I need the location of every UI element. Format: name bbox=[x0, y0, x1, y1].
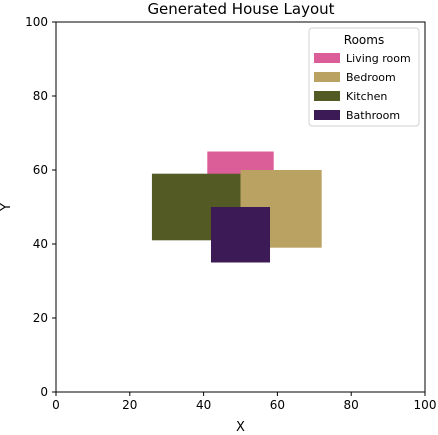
legend-entries: Living room Bedroom Kitchen Bathroom bbox=[314, 52, 411, 122]
legend-label-bedroom: Bedroom bbox=[346, 71, 396, 84]
rooms-layer bbox=[151, 151, 322, 263]
legend-label-bathroom: Bathroom bbox=[346, 109, 400, 122]
legend-title: Rooms bbox=[344, 33, 384, 47]
legend-swatch-bathroom bbox=[314, 110, 340, 120]
x-tick-label: 0 bbox=[52, 398, 60, 412]
y-tick-label: 80 bbox=[33, 89, 48, 103]
legend-swatch-living-room bbox=[314, 53, 340, 63]
legend-swatch-kitchen bbox=[314, 91, 340, 101]
y-tick-label: 0 bbox=[40, 385, 48, 399]
legend-label-living-room: Living room bbox=[346, 52, 411, 65]
legend-frame bbox=[308, 27, 420, 127]
x-tick-label: 60 bbox=[270, 398, 285, 412]
y-axis-label: Y bbox=[0, 203, 14, 212]
room-bathroom bbox=[210, 207, 271, 263]
y-tick-label: 100 bbox=[25, 15, 48, 29]
x-tick-label: 40 bbox=[196, 398, 211, 412]
x-tick-label: 100 bbox=[414, 398, 437, 412]
legend-label-kitchen: Kitchen bbox=[346, 90, 387, 103]
legend: Rooms Living room Bedroom Kitchen Bathroom bbox=[308, 27, 420, 127]
y-axis-ticks: 0 20 40 60 80 100 bbox=[25, 15, 56, 399]
y-tick-label: 60 bbox=[33, 163, 48, 177]
x-axis-ticks: 0 20 40 60 80 100 bbox=[52, 392, 436, 412]
x-tick-label: 20 bbox=[122, 398, 137, 412]
x-tick-label: 80 bbox=[344, 398, 359, 412]
legend-swatch-bedroom bbox=[314, 72, 340, 82]
plot-frame bbox=[55, 21, 426, 393]
chart-title: Generated House Layout bbox=[147, 0, 334, 18]
y-tick-label: 40 bbox=[33, 237, 48, 251]
x-axis-label: X bbox=[236, 420, 245, 435]
y-tick-label: 20 bbox=[33, 311, 48, 325]
